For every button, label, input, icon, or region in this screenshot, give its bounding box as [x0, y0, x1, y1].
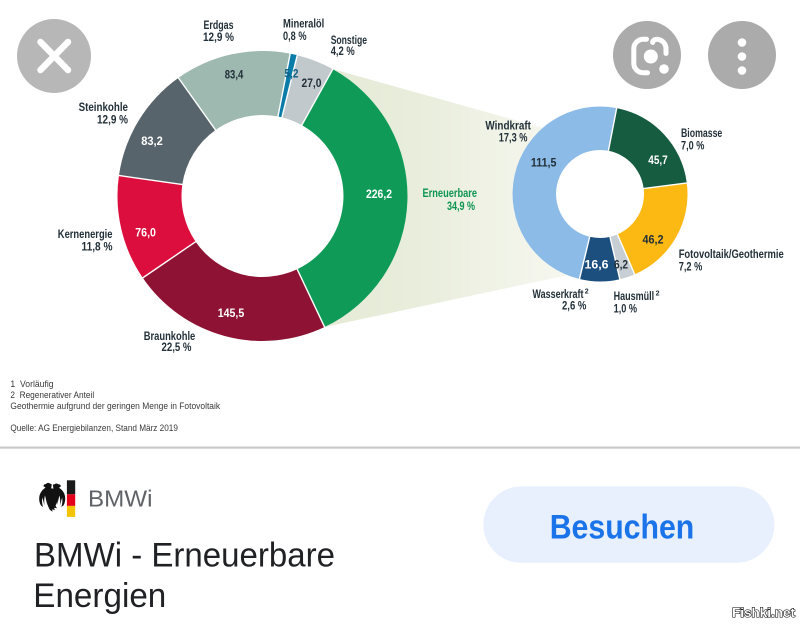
svg-text:Mineralöl: Mineralöl	[283, 19, 324, 31]
svg-text:Erdgas: Erdgas	[204, 20, 234, 32]
svg-text:2,6 %: 2,6 %	[562, 301, 586, 313]
svg-text:17,3 %: 17,3 %	[499, 133, 528, 145]
svg-text:Erneuerbare: Erneuerbare	[423, 186, 478, 200]
svg-text:Windkraft: Windkraft	[485, 121, 531, 133]
svg-text:46,2: 46,2	[643, 233, 664, 247]
svg-text:83,2: 83,2	[141, 134, 163, 148]
svg-text:11,8 %: 11,8 %	[82, 242, 113, 254]
svg-text:Braunkohle: Braunkohle	[144, 331, 196, 343]
svg-text:Geothermie aufgrund der gering: Geothermie aufgrund der geringen Menge i…	[10, 401, 220, 411]
svg-text:5,2: 5,2	[285, 69, 299, 81]
svg-text:12,9 %: 12,9 %	[97, 115, 128, 127]
svg-text:2: 2	[585, 289, 589, 296]
svg-text:Fishki.net: Fishki.net	[732, 606, 796, 620]
svg-text:83,4: 83,4	[225, 70, 244, 82]
svg-text:22,5 %: 22,5 %	[162, 342, 192, 354]
svg-text:76,0: 76,0	[135, 226, 156, 240]
svg-text:6,2: 6,2	[614, 258, 628, 272]
svg-text:0,8 %: 0,8 %	[283, 31, 307, 43]
svg-text:1,0 %: 1,0 %	[614, 304, 638, 316]
svg-text:Kernenergie: Kernenergie	[58, 229, 113, 241]
svg-text:BMWi - Erneuerbare: BMWi - Erneuerbare	[34, 536, 335, 574]
svg-text:4,2 %: 4,2 %	[331, 46, 355, 58]
svg-text:Besuchen: Besuchen	[550, 509, 695, 547]
svg-text:2 Regenerativer Anteil: 2 Regenerativer Anteil	[10, 390, 94, 400]
svg-text:7,0 %: 7,0 %	[681, 141, 704, 153]
svg-text:Hausmüll: Hausmüll	[614, 291, 655, 303]
svg-text:Fotovoltaik/Geothermie: Fotovoltaik/Geothermie	[679, 249, 784, 261]
svg-text:2: 2	[656, 291, 660, 298]
svg-text:Energien: Energien	[33, 577, 166, 615]
svg-text:Quelle: AG Energiebilanzen, St: Quelle: AG Energiebilanzen, Stand März 2…	[10, 423, 178, 433]
svg-text:111,5: 111,5	[531, 156, 557, 170]
svg-text:Biomasse: Biomasse	[681, 128, 722, 140]
svg-text:27,0: 27,0	[302, 78, 322, 90]
svg-text:Wasserkraft: Wasserkraft	[533, 289, 584, 301]
svg-text:34,9 %: 34,9 %	[447, 199, 475, 213]
svg-text:16,6: 16,6	[585, 258, 609, 272]
svg-text:226,2: 226,2	[366, 187, 392, 201]
svg-text:45,7: 45,7	[648, 153, 668, 167]
svg-text:145,5: 145,5	[218, 306, 245, 320]
svg-text:12,9 %: 12,9 %	[203, 32, 234, 44]
svg-text:1 Vorläufig: 1 Vorläufig	[10, 379, 53, 389]
svg-text:BMWi: BMWi	[88, 486, 153, 512]
svg-text:7,2 %: 7,2 %	[679, 262, 703, 274]
svg-text:Steinkohle: Steinkohle	[79, 102, 128, 114]
svg-text:Sonstige: Sonstige	[331, 35, 367, 47]
